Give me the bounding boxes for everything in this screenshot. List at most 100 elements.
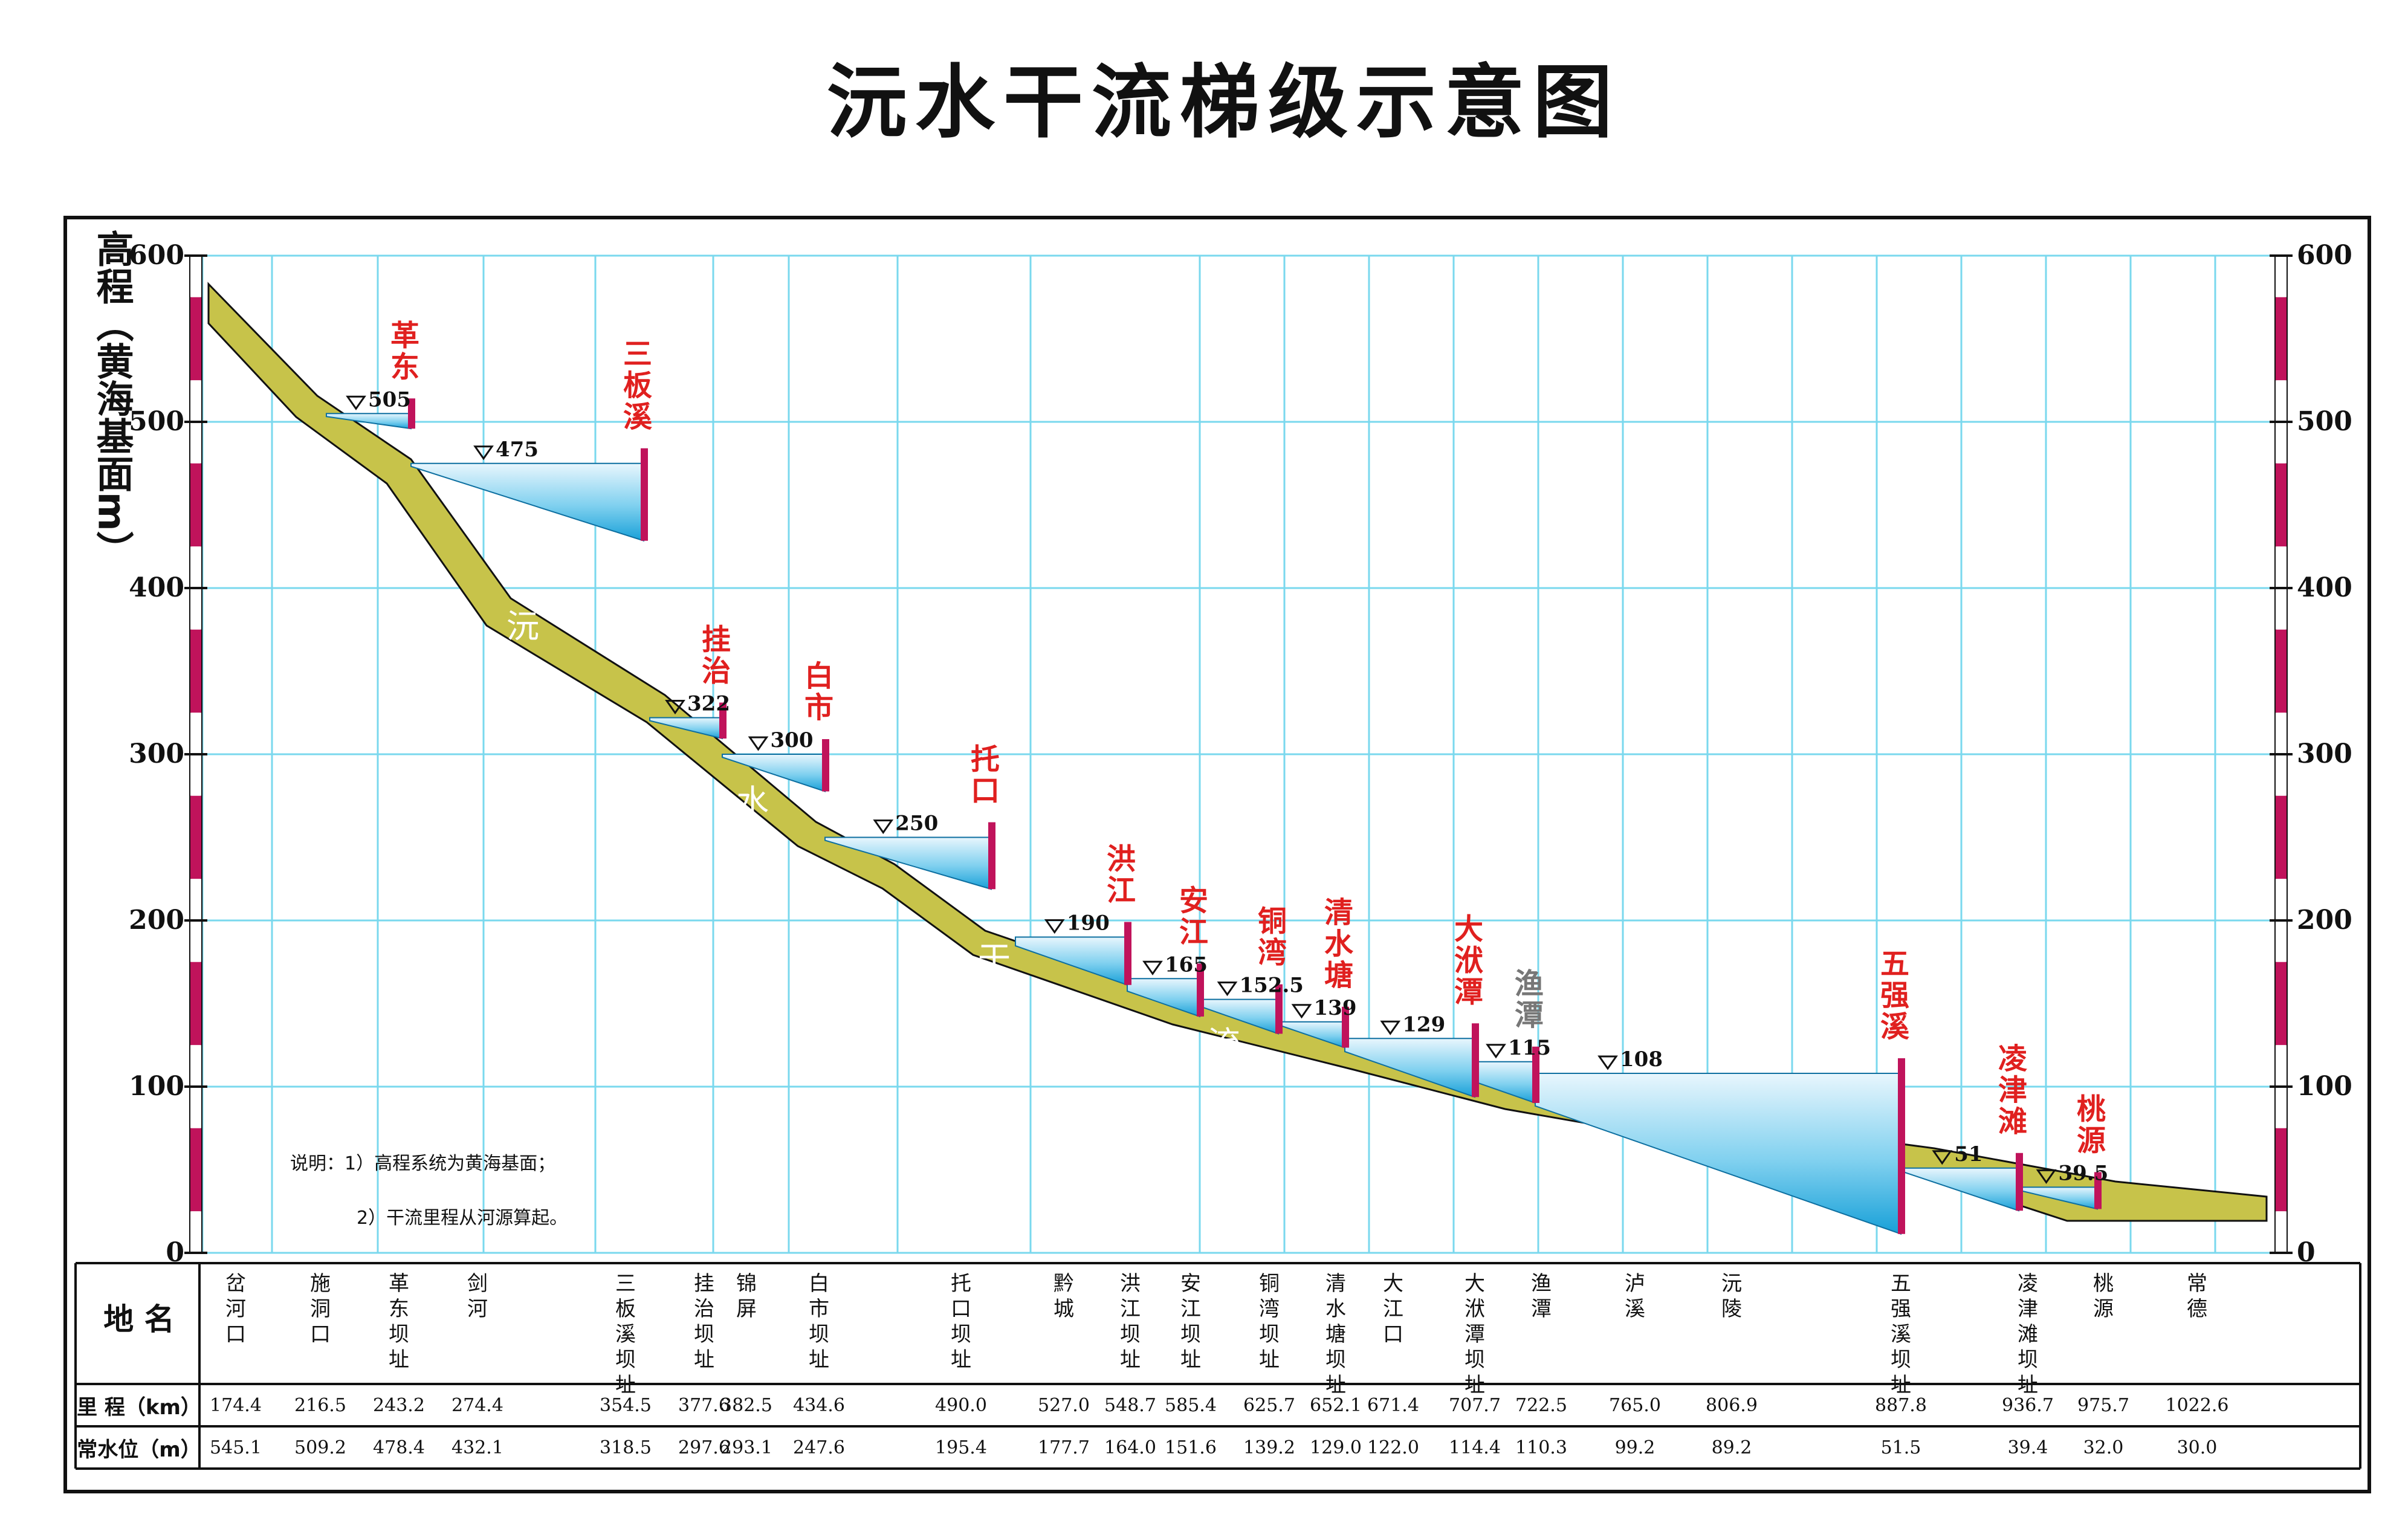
water-level-marker bbox=[2036, 1169, 2057, 1184]
table-cell-name: 铜 bbox=[1259, 1272, 1280, 1296]
table-cell-km: 975.7 bbox=[2077, 1395, 2129, 1416]
water-level-label: 300 bbox=[771, 728, 814, 752]
table-cell-name: 革 bbox=[389, 1272, 409, 1296]
table-cell-name: 溪 bbox=[1625, 1297, 1645, 1321]
table-cell-level: 478.4 bbox=[373, 1437, 425, 1458]
table-cell-name: 坝 bbox=[694, 1322, 714, 1347]
table-cell-name: 治 bbox=[694, 1297, 714, 1321]
table-cell-name: 址 bbox=[389, 1348, 409, 1372]
table-row-header: 里 程（km） bbox=[77, 1395, 201, 1420]
y-axis-title: 高程（黄海基面m） bbox=[90, 230, 134, 569]
table-cell-name: 坝 bbox=[2018, 1348, 2038, 1372]
table-cell-level: 545.1 bbox=[210, 1437, 262, 1458]
table-cell-level: 293.1 bbox=[720, 1437, 772, 1458]
table-cell-km: 671.4 bbox=[1367, 1395, 1419, 1416]
dam bbox=[408, 398, 415, 429]
table-cell-name: 城 bbox=[1054, 1297, 1074, 1321]
table-cell-name: 江 bbox=[1383, 1297, 1403, 1321]
table-cell-name: 板 bbox=[615, 1297, 636, 1321]
table-cell-level: 32.0 bbox=[2083, 1437, 2124, 1458]
river-name-letter: 沅 bbox=[507, 607, 539, 645]
table-cell-name: 大 bbox=[1465, 1272, 1485, 1296]
table-cell-name: 凌 bbox=[2018, 1272, 2038, 1296]
table-cell-name: 河 bbox=[467, 1297, 488, 1321]
table-cell-level: 99.2 bbox=[1615, 1437, 1656, 1458]
table-cell-name: 坝 bbox=[1465, 1348, 1485, 1372]
dam-name-label: 强 bbox=[1880, 978, 1909, 1012]
table-cell-name: 市 bbox=[809, 1297, 829, 1321]
table-cell-name: 滩 bbox=[2018, 1322, 2038, 1347]
dam-name-label: 革 bbox=[390, 319, 419, 352]
axis-tick-label: 500 bbox=[2297, 406, 2352, 437]
dam bbox=[822, 739, 829, 792]
table-cell-name: 沅 bbox=[1721, 1272, 1742, 1296]
dam-name-label: 口 bbox=[971, 774, 1000, 808]
dam-name-label: 洑 bbox=[1454, 943, 1483, 977]
table-cell-km: 1022.6 bbox=[2166, 1395, 2229, 1416]
table-cell-km: 527.0 bbox=[1038, 1395, 1090, 1416]
table-cell-name: 坝 bbox=[389, 1322, 409, 1347]
table-cell-level: 114.4 bbox=[1449, 1437, 1501, 1458]
table-cell-name: 托 bbox=[951, 1272, 971, 1296]
water-level-marker bbox=[665, 700, 685, 715]
table-cell-name: 溪 bbox=[615, 1322, 636, 1347]
dam bbox=[1275, 984, 1283, 1034]
table-cell-name: 溪 bbox=[1891, 1322, 1911, 1347]
river-name-letter: 流 bbox=[1208, 1024, 1240, 1062]
table-cell-km: 707.7 bbox=[1449, 1395, 1501, 1416]
table-cell-name: 源 bbox=[2093, 1297, 2114, 1321]
river-name-letter: 水 bbox=[736, 783, 769, 821]
table-cell-name: 河 bbox=[225, 1297, 246, 1321]
axis-tick-label: 400 bbox=[129, 572, 184, 603]
table-cell-name: 挂 bbox=[694, 1272, 714, 1296]
axis-tick-label: 600 bbox=[2297, 240, 2352, 271]
table-cell-name: 强 bbox=[1891, 1297, 1911, 1321]
table-cell-name: 湾 bbox=[1259, 1297, 1280, 1321]
dam-name-label: 东 bbox=[390, 350, 419, 384]
dam-name-label: 大 bbox=[1454, 912, 1483, 946]
table-cell-level: 39.4 bbox=[2008, 1437, 2048, 1458]
dam-name-label: 挂 bbox=[702, 623, 731, 657]
table-row-header: 地 名 bbox=[103, 1302, 174, 1337]
dam-name-label: 渔 bbox=[1515, 967, 1544, 1001]
table-cell-km: 806.9 bbox=[1706, 1395, 1758, 1416]
table-cell-km: 377.6 bbox=[678, 1395, 730, 1416]
dam bbox=[1342, 1006, 1349, 1048]
table-cell-name: 洞 bbox=[310, 1297, 331, 1321]
table-cell-km: 585.4 bbox=[1165, 1395, 1217, 1416]
table-cell-name: 三 bbox=[615, 1272, 636, 1296]
table-cell-name: 址 bbox=[951, 1348, 971, 1372]
water-level-label: 39.5 bbox=[2059, 1161, 2109, 1185]
dam-name-label: 桃 bbox=[2077, 1092, 2106, 1126]
dam bbox=[988, 822, 995, 890]
table-cell-name: 坝 bbox=[951, 1322, 971, 1347]
table-cell-name: 大 bbox=[1383, 1272, 1403, 1296]
table-cell-level: 318.5 bbox=[600, 1437, 652, 1458]
table-cell-level: 432.1 bbox=[452, 1437, 503, 1458]
dam bbox=[2016, 1153, 2023, 1211]
riverbed-band bbox=[207, 282, 2268, 1222]
dam bbox=[1472, 1023, 1479, 1098]
dam-name-label: 津 bbox=[1998, 1073, 2027, 1107]
table-cell-name: 口 bbox=[951, 1297, 971, 1321]
table-cell-name: 址 bbox=[1465, 1373, 1485, 1397]
water-level-label: 190 bbox=[1067, 911, 1110, 936]
table-cell-name: 洑 bbox=[1465, 1297, 1485, 1321]
table-cell-name: 津 bbox=[2018, 1297, 2038, 1321]
table-cell-km: 174.4 bbox=[210, 1395, 262, 1416]
table-cell-level: 177.7 bbox=[1038, 1437, 1090, 1458]
dam-name-label: 五 bbox=[1880, 947, 1909, 981]
dam bbox=[2094, 1172, 2102, 1209]
table-cell-level: 110.3 bbox=[1515, 1437, 1567, 1458]
riverbed-band bbox=[207, 282, 2268, 1222]
dam-name-label: 市 bbox=[804, 691, 833, 725]
table-cell-name: 水 bbox=[1325, 1297, 1346, 1321]
table-cell-name: 德 bbox=[2187, 1297, 2207, 1321]
river-name-letters: 沅水干流 bbox=[507, 607, 1240, 1062]
water-level-marker bbox=[1142, 960, 1163, 975]
axis-tick-label: 200 bbox=[129, 905, 184, 936]
